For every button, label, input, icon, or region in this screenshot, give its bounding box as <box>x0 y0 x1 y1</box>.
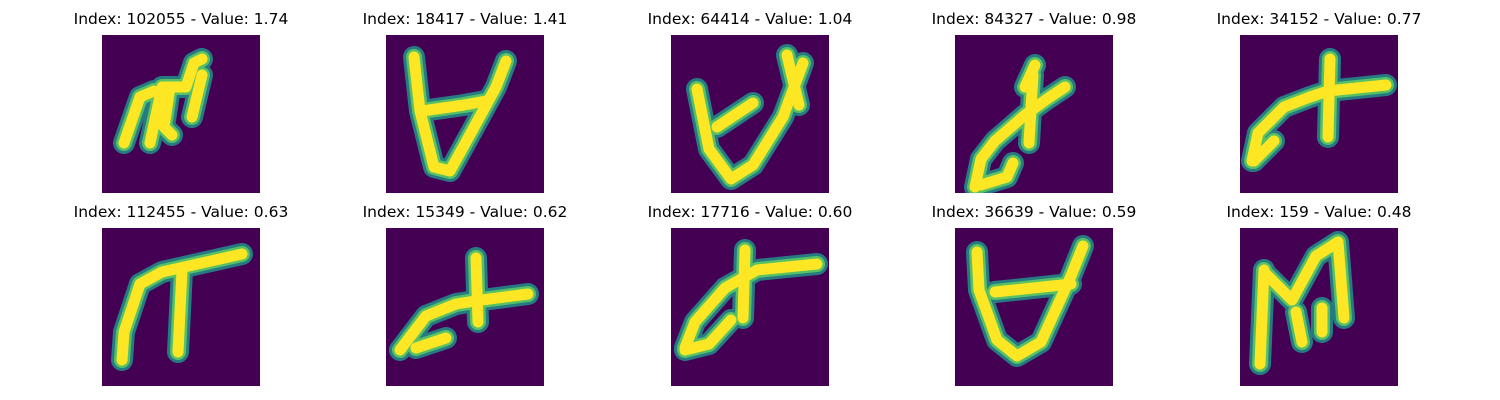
handwritten-glyph-image <box>955 35 1113 193</box>
glyph-strokes <box>111 243 253 371</box>
panel-title: Index: 17716 - Value: 0.60 <box>647 203 853 221</box>
handwritten-glyph-image <box>102 228 260 386</box>
glyph-strokes <box>686 44 814 190</box>
panel-title: Index: 34152 - Value: 0.77 <box>1216 10 1422 28</box>
glyph-stroke-path <box>118 53 208 149</box>
panel-title: Index: 159 - Value: 0.48 <box>1226 203 1412 221</box>
glyph-strokes <box>403 46 517 182</box>
panel-title: Index: 15349 - Value: 0.62 <box>362 203 568 221</box>
handwritten-glyph-image <box>671 228 829 386</box>
glyph-strokes <box>1249 231 1355 375</box>
glyph-stroke-path <box>1254 236 1350 370</box>
panel-title: Index: 84327 - Value: 0.98 <box>931 10 1137 28</box>
panel-title: Index: 112455 - Value: 0.63 <box>73 203 289 221</box>
glyph-stroke-path <box>394 252 534 356</box>
panel-title: Index: 64414 - Value: 1.04 <box>647 10 853 28</box>
glyph-stroke-path <box>969 59 1071 193</box>
glyph-stroke-path <box>679 244 823 356</box>
handwritten-glyph-image <box>1240 228 1398 386</box>
glyph-stroke-path <box>691 49 809 185</box>
handwritten-glyph-image <box>102 35 260 193</box>
glyph-stroke-path <box>1246 53 1392 167</box>
panel-title: Index: 102055 - Value: 1.74 <box>73 10 289 28</box>
glyph-strokes <box>1241 48 1397 172</box>
glyph-strokes <box>389 247 539 361</box>
glyph-stroke-path <box>971 240 1089 362</box>
glyph-strokes <box>964 54 1076 193</box>
handwritten-glyph-image <box>1240 35 1398 193</box>
handwritten-glyph-image <box>955 228 1113 386</box>
handwritten-glyph-image <box>671 35 829 193</box>
glyph-stroke-path <box>408 51 512 177</box>
glyph-stroke-path <box>116 248 248 366</box>
handwritten-glyph-image <box>386 35 544 193</box>
handwritten-glyph-image <box>386 228 544 386</box>
glyph-strokes <box>674 239 828 361</box>
panel-title: Index: 18417 - Value: 1.41 <box>362 10 568 28</box>
panel-title: Index: 36639 - Value: 0.59 <box>931 203 1137 221</box>
glyph-strokes <box>113 48 213 154</box>
glyph-strokes <box>966 235 1094 367</box>
